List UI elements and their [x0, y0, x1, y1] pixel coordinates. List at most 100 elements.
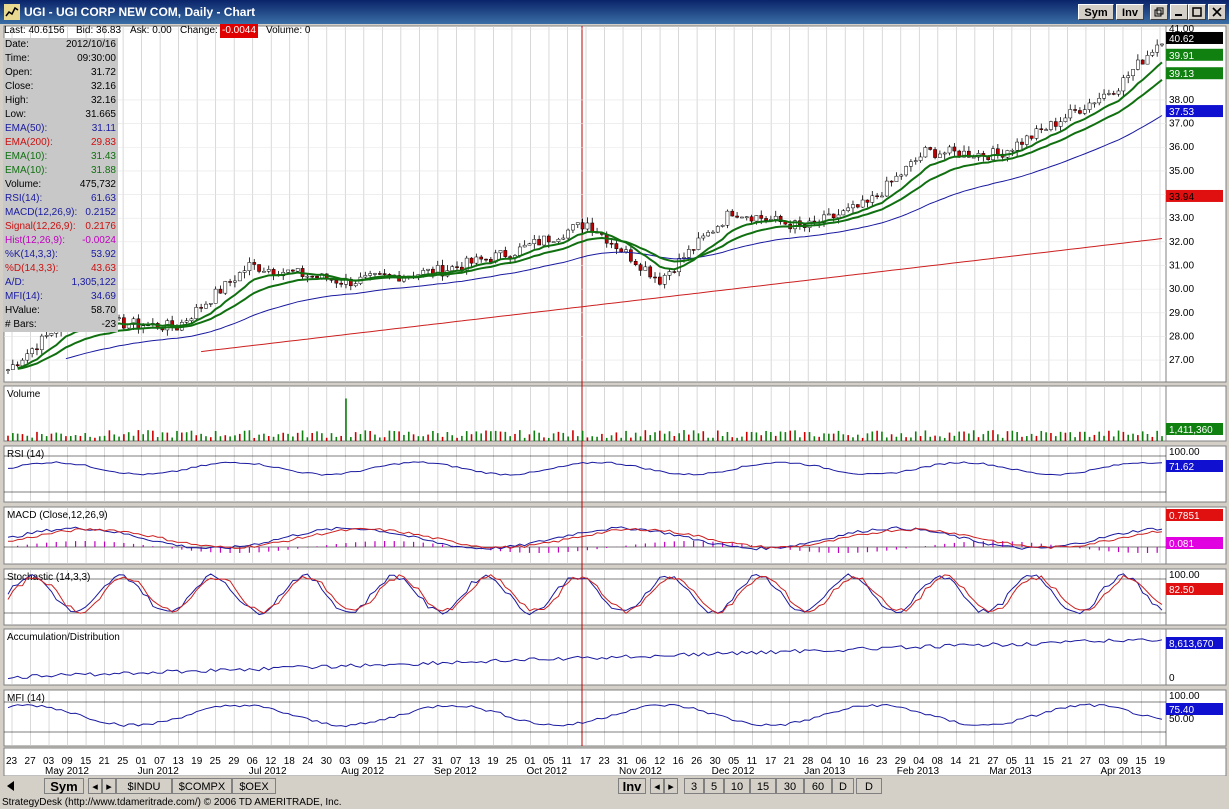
volume-bar — [625, 430, 627, 441]
candle-body — [305, 275, 310, 278]
data-panel-row: # Bars: -23 — [5, 318, 116, 332]
tab-sym[interactable]: Sym — [44, 778, 84, 794]
period-10[interactable]: 10 — [724, 778, 750, 794]
volume-bar — [605, 437, 608, 441]
macd-hist-bar — [635, 544, 637, 547]
mfi-axis-mid-label: 50.00 — [1169, 714, 1194, 725]
volume-bar — [311, 432, 313, 441]
volume-bar — [992, 430, 994, 441]
data-panel-key: Time: — [5, 53, 30, 64]
macd-hist-bar — [1098, 547, 1100, 551]
candle-body — [49, 333, 54, 336]
macd-hist-bar — [741, 544, 743, 547]
volume-bar — [156, 437, 159, 441]
volume-bar — [630, 437, 632, 441]
price-axis-label: 27.00 — [1169, 355, 1194, 366]
candle-body — [194, 307, 199, 320]
period-30[interactable]: 30 — [776, 778, 804, 794]
window-title: UGI - UGI CORP NEW COM, Daily - Chart — [24, 5, 256, 19]
price-marker — [1166, 105, 1223, 118]
x-tick-label: 06 — [247, 756, 259, 767]
candle-body — [1063, 117, 1068, 122]
volume-bar — [1074, 437, 1076, 441]
tab-inv[interactable]: Inv — [618, 778, 646, 794]
macd-hist-bar — [509, 547, 511, 552]
panel-axis-price — [1165, 25, 1227, 383]
candle-body — [662, 275, 667, 285]
x-tick-label: 15 — [1043, 756, 1055, 767]
data-panel-value: 2012/10/16 — [65, 39, 116, 50]
data-panel-value: 32.16 — [90, 95, 116, 106]
volume-bar — [847, 435, 849, 441]
candle-body — [25, 353, 30, 361]
candle-body — [875, 195, 879, 198]
volume-bar — [1001, 437, 1004, 441]
x-tick-label: 09 — [62, 756, 74, 767]
volume-bar — [113, 434, 116, 441]
macd-hist-bar — [219, 547, 222, 553]
period-3[interactable]: 3 — [684, 778, 704, 794]
candle-body — [696, 237, 701, 250]
volume-bar — [272, 436, 275, 441]
tab-symbol-oex[interactable]: $OEX — [232, 778, 276, 794]
sym-button[interactable]: Sym — [1078, 4, 1114, 20]
volume-bar — [446, 431, 449, 441]
period-d-alt[interactable]: D — [856, 778, 882, 794]
volume-bar — [229, 436, 231, 441]
candle-body — [764, 218, 768, 221]
tab-symbol-indu[interactable]: $INDU — [116, 778, 172, 794]
volume-bar — [1069, 432, 1072, 441]
x-month-label: Oct 2012 — [526, 766, 567, 776]
restore-icon[interactable] — [1150, 4, 1168, 20]
data-panel-value: -23 — [101, 319, 116, 330]
macd-hist-bar — [895, 547, 898, 550]
macd-hist-bar — [934, 544, 936, 547]
close-icon[interactable] — [1208, 4, 1226, 20]
scroll-left-icon[interactable] — [4, 780, 18, 792]
volume-bar — [726, 431, 729, 441]
data-panel-row: Time: 09:30:00 — [5, 52, 116, 66]
minimize-icon[interactable] — [1170, 4, 1188, 20]
x-tick-label: 03 — [1098, 756, 1110, 767]
volume-bar — [654, 432, 656, 441]
candle-body — [938, 153, 942, 158]
panel-marker — [1166, 637, 1223, 649]
volume-bar — [813, 436, 816, 441]
x-tick-label: 19 — [1154, 756, 1166, 767]
volume-bar — [1141, 431, 1144, 441]
price-axis-label: 29.00 — [1169, 308, 1194, 319]
price-axis-label: 38.00 — [1169, 95, 1194, 106]
maximize-icon[interactable] — [1188, 4, 1206, 20]
volume-bar — [185, 432, 188, 441]
candle-body — [643, 266, 648, 271]
chart-area[interactable]: 23 27 03 09 15 21 25 01 07 13 19 25 29 06 12 18 24 30 03 09… — [0, 24, 1229, 777]
volume-bar — [586, 437, 589, 441]
volume-bar — [567, 436, 569, 441]
candle-body — [199, 307, 203, 309]
tab-prev-icon[interactable]: ◂ — [88, 778, 102, 794]
tab-next-icon[interactable]: ▸ — [102, 778, 116, 794]
price-chart-svg[interactable]: 23 27 03 09 15 21 25 01 07 13 19 25 29 06 12 18 24 30 03 09… — [0, 24, 1229, 777]
volume-bar — [499, 431, 502, 441]
data-panel-key: %D(14,3,3): — [5, 263, 59, 274]
x-tick-label: 06 — [636, 756, 648, 767]
period-prev-icon[interactable]: ◂ — [650, 778, 664, 794]
period-15[interactable]: 15 — [750, 778, 776, 794]
tab-symbol-compx[interactable]: $COMPX — [172, 778, 232, 794]
volume-bar — [422, 436, 425, 441]
candle-body — [1044, 129, 1048, 131]
macd-hist-bar — [1127, 547, 1129, 553]
macd-hist-bar — [17, 545, 19, 547]
x-tick-label: 27 — [25, 756, 37, 767]
candle-body — [310, 275, 315, 278]
volume-bar — [982, 434, 985, 441]
candle-body — [793, 220, 797, 230]
period-next-icon[interactable]: ▸ — [664, 778, 678, 794]
period-d[interactable]: D — [832, 778, 854, 794]
candle-body — [315, 276, 319, 279]
period-5[interactable]: 5 — [704, 778, 724, 794]
macd-hist-bar — [258, 547, 260, 553]
period-60[interactable]: 60 — [804, 778, 832, 794]
volume-bar — [523, 437, 526, 441]
inv-button[interactable]: Inv — [1116, 4, 1144, 20]
